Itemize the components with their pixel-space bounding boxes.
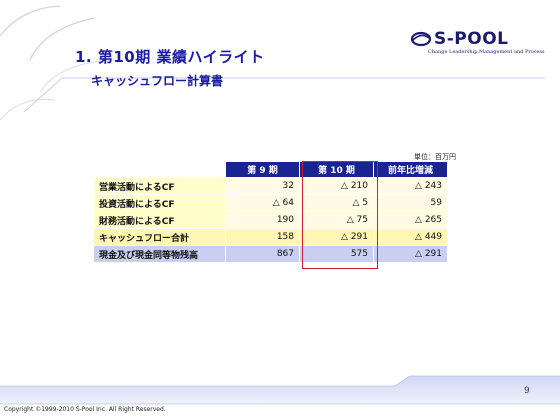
title-block: 1. 第10期 業績ハイライト キャッシュフロー計算書 xyxy=(75,46,265,89)
cell-period-9: 867 xyxy=(225,245,300,263)
row-label: 営業活動によるCF xyxy=(93,177,226,195)
page-subtitle: キャッシュフロー計算書 xyxy=(91,74,224,88)
row-label: 財務活動によるCF xyxy=(93,211,226,229)
logo-wordmark: S-POOL xyxy=(434,29,509,49)
header-period-10: 第 10 期 xyxy=(299,161,374,178)
copyright-notice: Copyright ©1999-2010 S-Pool Inc. All Rig… xyxy=(4,406,166,413)
company-logo: S-POOL Change Leadership,Management and … xyxy=(410,29,545,60)
row-label: キャッシュフロー合計 xyxy=(93,228,226,246)
cell-period-10: △ 75 xyxy=(299,211,374,229)
cell-period-9: △ 64 xyxy=(225,194,300,212)
table-row: 投資活動によるCF △ 64 △ 5 59 xyxy=(93,194,448,212)
logo-mark-icon xyxy=(410,31,432,47)
header-period-9: 第 9 期 xyxy=(225,161,300,178)
cell-yoy-change: 59 xyxy=(373,194,448,212)
page-number: 9 xyxy=(524,386,530,396)
row-label: 投資活動によるCF xyxy=(93,194,226,212)
table-row-total: キャッシュフロー合計 158 △ 291 △ 449 xyxy=(93,228,448,246)
row-label: 現金及び現金同等物残高 xyxy=(93,245,226,263)
cell-period-10: △ 210 xyxy=(299,177,374,195)
cell-period-9: 32 xyxy=(225,177,300,195)
cell-yoy-change: △ 265 xyxy=(373,211,448,229)
cell-yoy-change: △ 449 xyxy=(373,228,448,246)
cell-period-9: 158 xyxy=(225,228,300,246)
cell-period-10: △ 5 xyxy=(299,194,374,212)
page-title: 1. 第10期 業績ハイライト xyxy=(75,48,265,66)
cash-flow-table: 第 9 期 第 10 期 前年比増減 営業活動によるCF 32 △ 210 △ … xyxy=(93,161,448,263)
cell-period-9: 190 xyxy=(225,211,300,229)
table-row: 財務活動によるCF 190 △ 75 △ 265 xyxy=(93,211,448,229)
cell-period-10: △ 291 xyxy=(299,228,374,246)
cell-yoy-change: △ 291 xyxy=(373,245,448,263)
table-row-cash-balance: 現金及び現金同等物残高 867 575 △ 291 xyxy=(93,245,448,263)
cell-period-10: 575 xyxy=(299,245,374,263)
logo-tagline: Change Leadership,Management and Process xyxy=(428,49,545,55)
cell-yoy-change: △ 243 xyxy=(373,177,448,195)
header-corner xyxy=(94,162,226,178)
table-header-row: 第 9 期 第 10 期 前年比増減 xyxy=(94,161,448,178)
table-row: 営業活動によるCF 32 △ 210 △ 243 xyxy=(93,177,448,195)
header-yoy-change: 前年比増減 xyxy=(373,161,448,178)
unit-label: 単位：百万円 xyxy=(414,153,456,161)
